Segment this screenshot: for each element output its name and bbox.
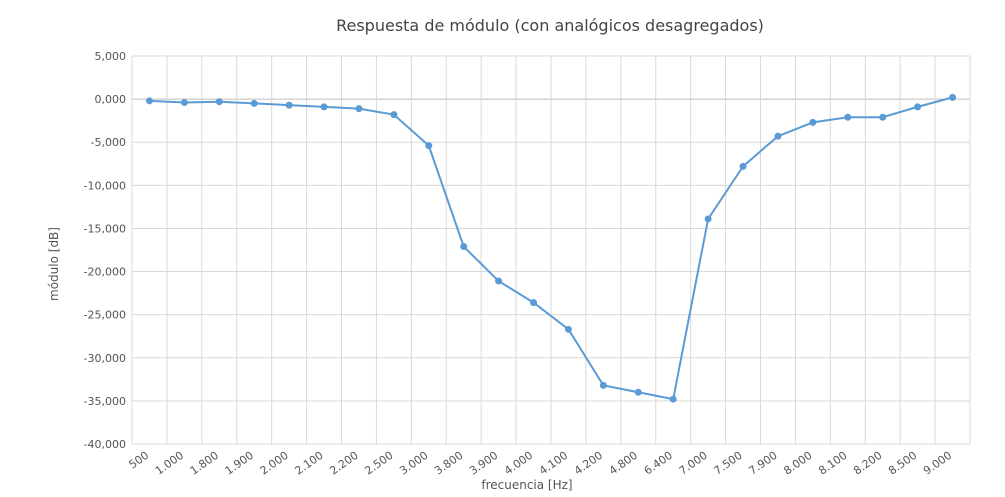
data-point bbox=[704, 215, 712, 223]
data-point bbox=[425, 142, 433, 150]
y-axis-label: módulo [dB] bbox=[47, 227, 61, 301]
x-tick-label: 1.900 bbox=[223, 449, 256, 478]
data-point bbox=[250, 99, 258, 107]
x-tick-label: 7.500 bbox=[712, 449, 745, 478]
x-tick-label: 8.100 bbox=[816, 449, 849, 478]
data-point bbox=[739, 162, 747, 170]
data-point bbox=[285, 101, 293, 109]
data-point bbox=[564, 325, 572, 333]
data-point bbox=[914, 103, 922, 111]
x-tick-label: 6.400 bbox=[642, 449, 675, 478]
x-tick-label: 4.000 bbox=[502, 449, 535, 478]
x-tick-label: 3.000 bbox=[397, 449, 430, 478]
y-tick-label: 0,000 bbox=[95, 93, 127, 106]
data-point bbox=[774, 132, 782, 140]
data-point bbox=[809, 118, 817, 126]
x-tick-label: 500 bbox=[127, 449, 152, 472]
y-tick-label: -15,000 bbox=[84, 222, 126, 235]
data-point bbox=[634, 388, 642, 396]
x-axis-label: frecuencia [Hz] bbox=[481, 478, 572, 492]
data-point bbox=[460, 243, 468, 251]
data-point bbox=[180, 99, 188, 107]
x-tick-label: 8.000 bbox=[781, 449, 814, 478]
x-tick-label: 3.800 bbox=[432, 449, 465, 478]
x-tick-label: 2.500 bbox=[362, 449, 395, 478]
data-point bbox=[879, 113, 887, 121]
y-tick-label: -25,000 bbox=[84, 309, 126, 322]
x-tick-label: 9.000 bbox=[921, 449, 954, 478]
x-tick-label: 8.500 bbox=[886, 449, 919, 478]
series bbox=[145, 93, 957, 403]
x-tick-label: 1.000 bbox=[153, 449, 186, 478]
data-point bbox=[599, 381, 607, 389]
data-point bbox=[320, 103, 328, 111]
x-axis-ticks: 500 1.000 1.800 1.900 2.000 2.100 2.200 2.500 3.… bbox=[127, 449, 955, 478]
series-line bbox=[149, 96, 953, 401]
x-tick-label: 4.100 bbox=[537, 449, 570, 478]
x-tick-label: 4.800 bbox=[607, 449, 640, 478]
y-tick-label: 5,000 bbox=[95, 50, 127, 63]
y-axis-ticks: 5,000 0,000 -5,000 -10,000 -15,000 -20,000 -25… bbox=[84, 50, 126, 451]
data-point bbox=[844, 113, 852, 121]
data-point bbox=[390, 111, 398, 119]
x-tick-label: 8.200 bbox=[851, 449, 884, 478]
data-point bbox=[355, 105, 363, 113]
x-tick-label: 2.200 bbox=[327, 449, 360, 478]
x-tick-label: 3.900 bbox=[467, 449, 500, 478]
y-tick-label: -30,000 bbox=[84, 352, 126, 365]
data-point bbox=[215, 98, 223, 106]
x-tick-label: 2.000 bbox=[258, 449, 291, 478]
data-point bbox=[949, 93, 957, 101]
x-tick-label: 1.800 bbox=[188, 449, 221, 478]
x-tick-label: 4.200 bbox=[572, 449, 605, 478]
y-tick-label: -35,000 bbox=[84, 395, 126, 408]
grid bbox=[131, 55, 971, 445]
y-tick-label: -40,000 bbox=[84, 438, 126, 451]
data-point bbox=[145, 97, 153, 105]
x-tick-label: 2.100 bbox=[293, 449, 326, 478]
chart-title: Respuesta de módulo (con analógicos desa… bbox=[336, 16, 764, 35]
data-point bbox=[669, 395, 677, 403]
y-tick-label: -20,000 bbox=[84, 266, 126, 279]
data-point bbox=[530, 299, 538, 307]
x-tick-label: 7.000 bbox=[677, 449, 710, 478]
y-tick-label: -5,000 bbox=[91, 136, 126, 149]
y-tick-label: -10,000 bbox=[84, 179, 126, 192]
x-tick-label: 7.900 bbox=[746, 449, 779, 478]
data-point bbox=[495, 277, 503, 285]
